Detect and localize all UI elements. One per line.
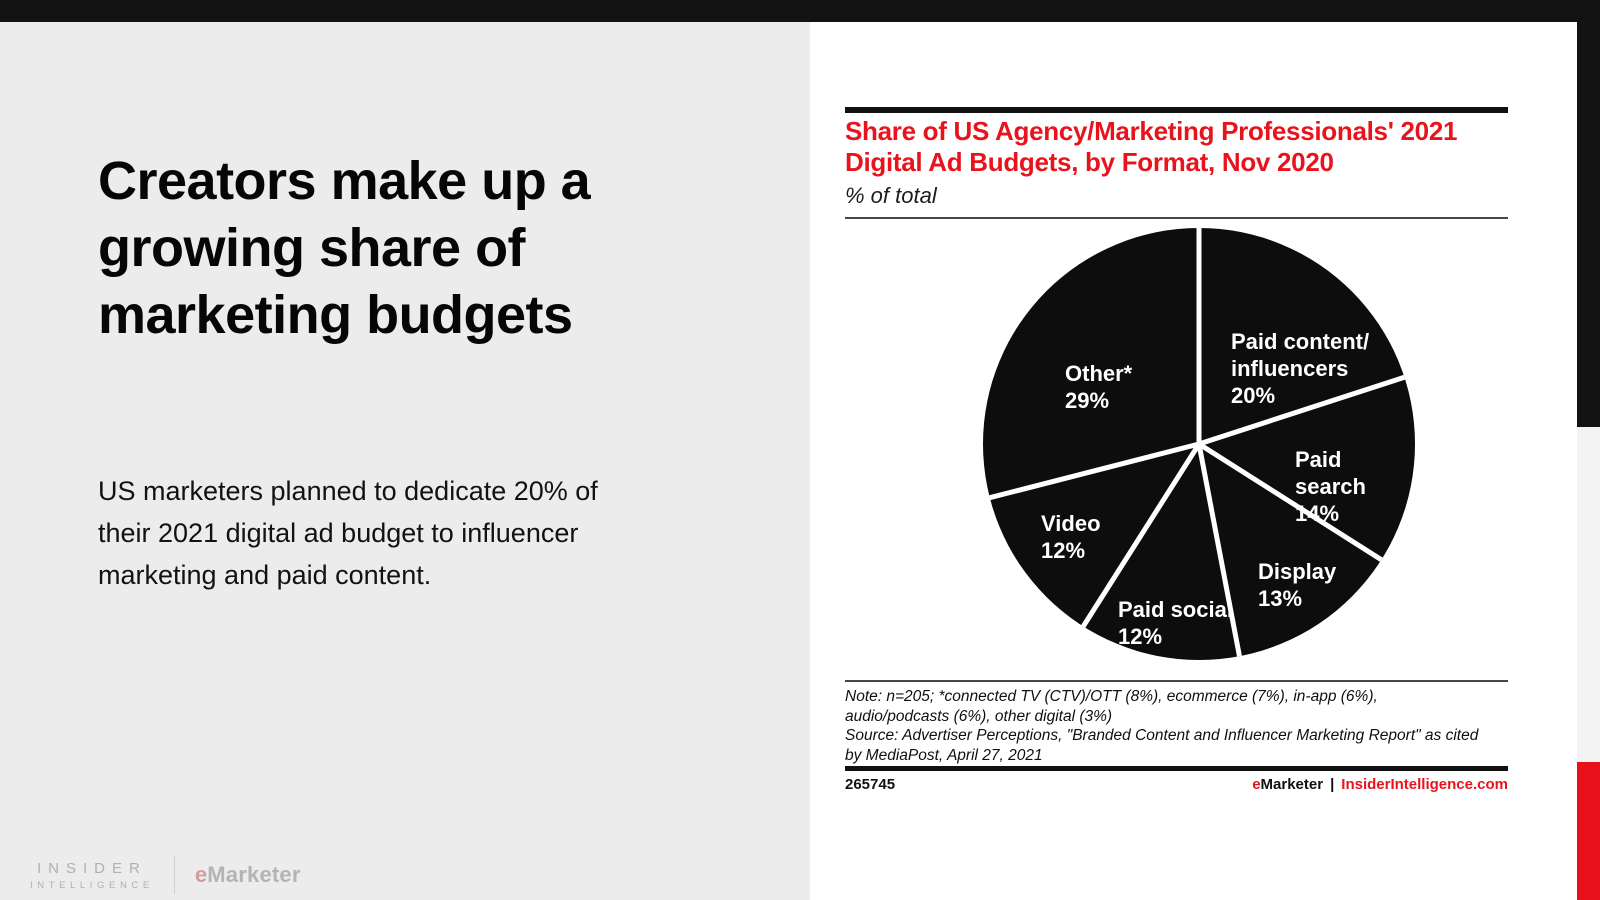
chart-bottom-rule	[845, 766, 1508, 771]
chart-footer: 265745 eMarketer | InsiderIntelligence.com	[845, 776, 1508, 793]
footer-site-link[interactable]: InsiderIntelligence.com	[1341, 776, 1508, 793]
pie-slice-value: 14%	[1295, 501, 1340, 526]
slide-headline: Creators make up a growing share of mark…	[98, 151, 591, 345]
chart-id: 265745	[845, 776, 896, 793]
pie-slice-label-video: Video 12%	[1041, 510, 1101, 564]
top-bar	[0, 0, 1600, 22]
chart-notes-rule	[845, 680, 1508, 682]
pie-slice-label-other: Other* 29%	[1065, 360, 1132, 414]
pie-slice-label-paid-search: Paid search 14%	[1295, 446, 1418, 527]
chart-source: Source: Advertiser Perceptions, "Branded…	[845, 727, 1479, 764]
brand-logos: INSIDER INTELLIGENCE eMarketer	[30, 856, 301, 894]
insider-logo-line2: INTELLIGENCE	[30, 879, 154, 891]
chart-notes: Note: n=205; *connected TV (CTV)/OTT (8%…	[845, 687, 1515, 765]
logo-divider	[173, 856, 175, 894]
insider-intelligence-logo: INSIDER INTELLIGENCE	[30, 860, 154, 891]
right-edge-gray-strip	[1577, 427, 1600, 762]
insider-logo-line1: INSIDER	[37, 859, 147, 877]
left-panel: Creators make up a growing share of mark…	[0, 22, 810, 900]
pie-chart: Paid content/ influencers 20% Paid searc…	[980, 225, 1418, 663]
right-edge-black-strip	[1577, 0, 1600, 427]
pie-chart-svg	[983, 228, 1415, 660]
pie-slice-name: Paid search	[1295, 447, 1366, 499]
pie-slice-name: Other*	[1065, 361, 1133, 386]
chart-header-rule	[845, 217, 1508, 219]
pie-slice-value: 13%	[1258, 586, 1303, 611]
emarketer-logo: eMarketer	[195, 862, 301, 888]
pie-slice-label-paid-content-influencers: Paid content/ influencers 20%	[1231, 328, 1369, 409]
footer-separator: |	[1330, 776, 1335, 793]
footer-emarketer-rest: Marketer	[1260, 776, 1324, 793]
pie-slice-name: Video	[1041, 511, 1101, 536]
pie-slice-value: 29%	[1065, 388, 1110, 413]
chart-top-rule	[845, 107, 1508, 113]
pie-slice-label-display: Display 13%	[1258, 558, 1336, 612]
chart-note: Note: n=205; *connected TV (CTV)/OTT (8%…	[845, 688, 1378, 725]
footer-emarketer-e: e	[1252, 776, 1261, 793]
pie-slice-name: Display	[1258, 559, 1337, 584]
emarketer-logo-rest: Marketer	[207, 862, 301, 887]
chart-title: Share of US Agency/Marketing Professiona…	[845, 116, 1458, 177]
chart-footer-brand: eMarketer | InsiderIntelligence.com	[1252, 776, 1508, 793]
pie-slice-value: 12%	[1118, 624, 1163, 649]
pie-slice-value: 12%	[1041, 538, 1086, 563]
pie-slice-value: 20%	[1231, 383, 1276, 408]
right-edge-red-strip	[1577, 762, 1600, 900]
pie-slice-name: Paid social	[1118, 597, 1233, 622]
pie-slice-label-paid-social: Paid social 12%	[1118, 596, 1233, 650]
chart-subtitle: % of total	[845, 183, 937, 208]
slide-body-text: US marketers planned to dedicate 20% of …	[98, 476, 598, 590]
pie-slice-name: Paid content/ influencers	[1231, 329, 1370, 381]
emarketer-logo-e: e	[194, 862, 208, 887]
